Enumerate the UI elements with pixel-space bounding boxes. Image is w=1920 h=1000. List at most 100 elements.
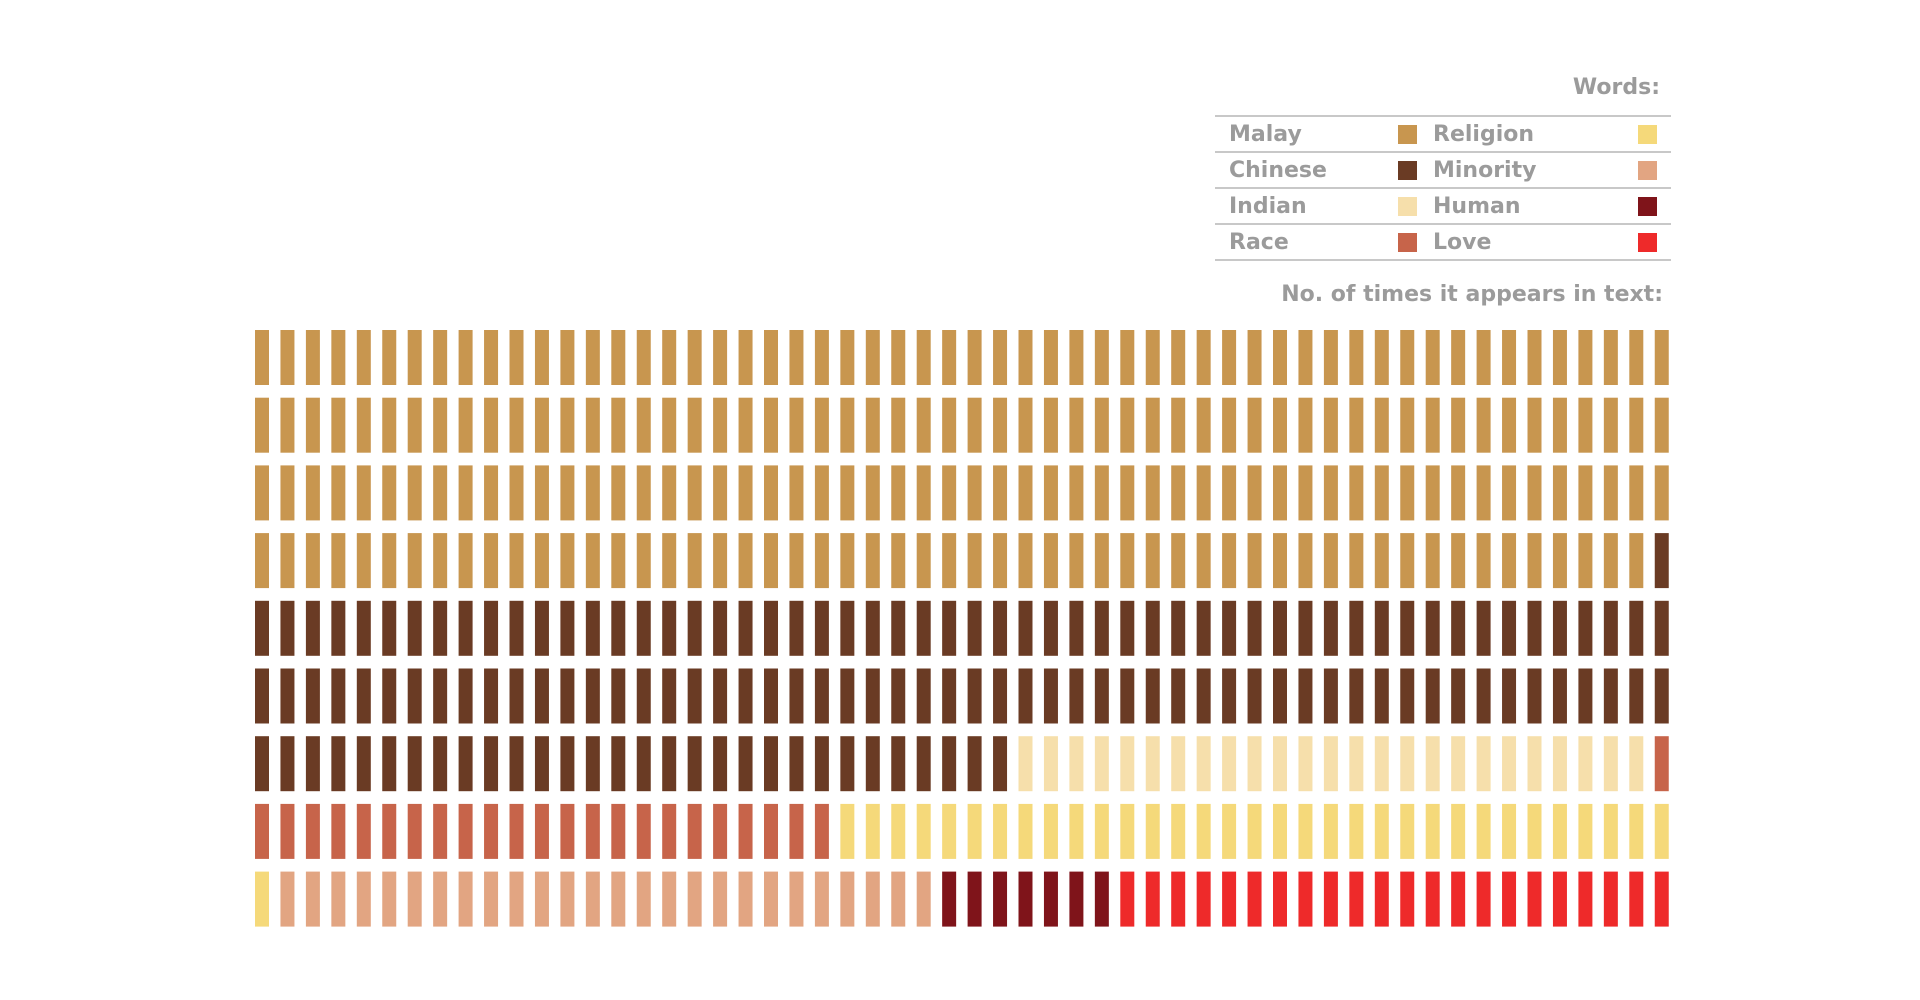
unit-chinese [1374, 668, 1389, 724]
unit-malay [1018, 533, 1033, 589]
unit-malay [789, 533, 804, 589]
unit-chinese [1323, 668, 1338, 724]
unit-malay [433, 533, 448, 589]
unit-malay [916, 330, 931, 385]
unit-malay [687, 330, 702, 385]
unit-chinese [814, 736, 829, 792]
unit-malay [814, 533, 829, 589]
unit-malay [1400, 330, 1415, 385]
unit-religion [1654, 803, 1669, 859]
unit-chinese [662, 600, 677, 656]
unit-malay [255, 397, 269, 453]
unit-malay [1120, 330, 1135, 385]
unit-religion [891, 803, 906, 859]
unit-malay [840, 397, 855, 453]
legend-item-human: Human [1431, 194, 1671, 219]
unit-malay [891, 397, 906, 453]
legend-label: Human [1433, 193, 1521, 219]
unit-malay [1603, 465, 1618, 521]
legend-item-race: Race [1215, 230, 1431, 255]
legend-row: Malay Religion [1215, 117, 1671, 153]
unit-malay [662, 330, 677, 385]
unit-indian [1298, 736, 1313, 792]
legend-swatch [1638, 160, 1657, 180]
unit-race [305, 803, 320, 859]
unit-chinese [305, 600, 320, 656]
unit-indian [1476, 736, 1491, 792]
unit-religion [840, 803, 855, 859]
unit-love [1171, 871, 1186, 927]
unit-minority [764, 871, 778, 927]
unit-malay [1425, 465, 1440, 521]
unit-minority [713, 871, 728, 927]
unit-human [1018, 871, 1033, 927]
unit-malay [764, 397, 778, 453]
legend-row: Indian Human [1215, 189, 1671, 225]
unit-malay [764, 533, 778, 589]
unit-minority [611, 871, 626, 927]
unit-chinese [636, 736, 651, 792]
unit-chinese [916, 736, 931, 792]
unit-chinese [1120, 600, 1135, 656]
unit-chinese [585, 736, 600, 792]
unit-chinese [687, 668, 702, 724]
unit-chinese [1476, 668, 1491, 724]
unit-race [280, 803, 295, 859]
unit-chinese [1476, 600, 1491, 656]
unit-malay [967, 533, 982, 589]
unit-malay [1552, 465, 1567, 521]
unit-chinese [1578, 668, 1593, 724]
legend-swatch [1398, 160, 1417, 180]
unit-malay [1120, 465, 1135, 521]
unit-malay [1069, 330, 1084, 385]
unit-malay [255, 465, 269, 521]
unit-religion [1094, 803, 1109, 859]
unit-religion [1425, 803, 1440, 859]
unit-malay [1120, 533, 1135, 589]
unit-malay [687, 397, 702, 453]
unit-malay [942, 330, 957, 385]
unit-malay [331, 330, 346, 385]
unit-indian [1273, 736, 1287, 792]
unit-malay [484, 397, 499, 453]
unit-malay [1145, 533, 1160, 589]
unit-chinese [1374, 600, 1389, 656]
unit-chinese [255, 600, 269, 656]
unit-chinese [1120, 668, 1135, 724]
unit-malay [509, 465, 524, 521]
unit-malay [1222, 397, 1237, 453]
unit-malay [1425, 533, 1440, 589]
unit-malay [814, 330, 829, 385]
unit-human [1069, 871, 1084, 927]
unit-malay [993, 465, 1008, 521]
unit-chinese [1273, 600, 1287, 656]
unit-malay [1400, 397, 1415, 453]
unit-chinese [611, 668, 626, 724]
unit-malay [865, 330, 880, 385]
unit-religion [1502, 803, 1517, 859]
unit-malay [305, 330, 320, 385]
unit-love [1654, 871, 1669, 927]
unit-malay [840, 465, 855, 521]
unit-race [560, 803, 575, 859]
unit-race [356, 803, 371, 859]
unit-malay [1476, 465, 1491, 521]
unit-chinese [687, 600, 702, 656]
unit-love [1273, 871, 1287, 927]
unit-malay [484, 465, 499, 521]
unit-minority [585, 871, 600, 927]
unit-malay [1298, 533, 1313, 589]
unit-indian [1425, 736, 1440, 792]
unit-chinese [1222, 668, 1237, 724]
unit-malay [814, 465, 829, 521]
unit-indian [1196, 736, 1211, 792]
unit-chinese [713, 668, 728, 724]
unit-indian [1400, 736, 1415, 792]
unit-minority [662, 871, 677, 927]
unit-malay [1349, 533, 1364, 589]
unit-malay [1222, 465, 1237, 521]
unit-malay [1578, 330, 1593, 385]
unit-chinese [814, 600, 829, 656]
unit-love [1476, 871, 1491, 927]
